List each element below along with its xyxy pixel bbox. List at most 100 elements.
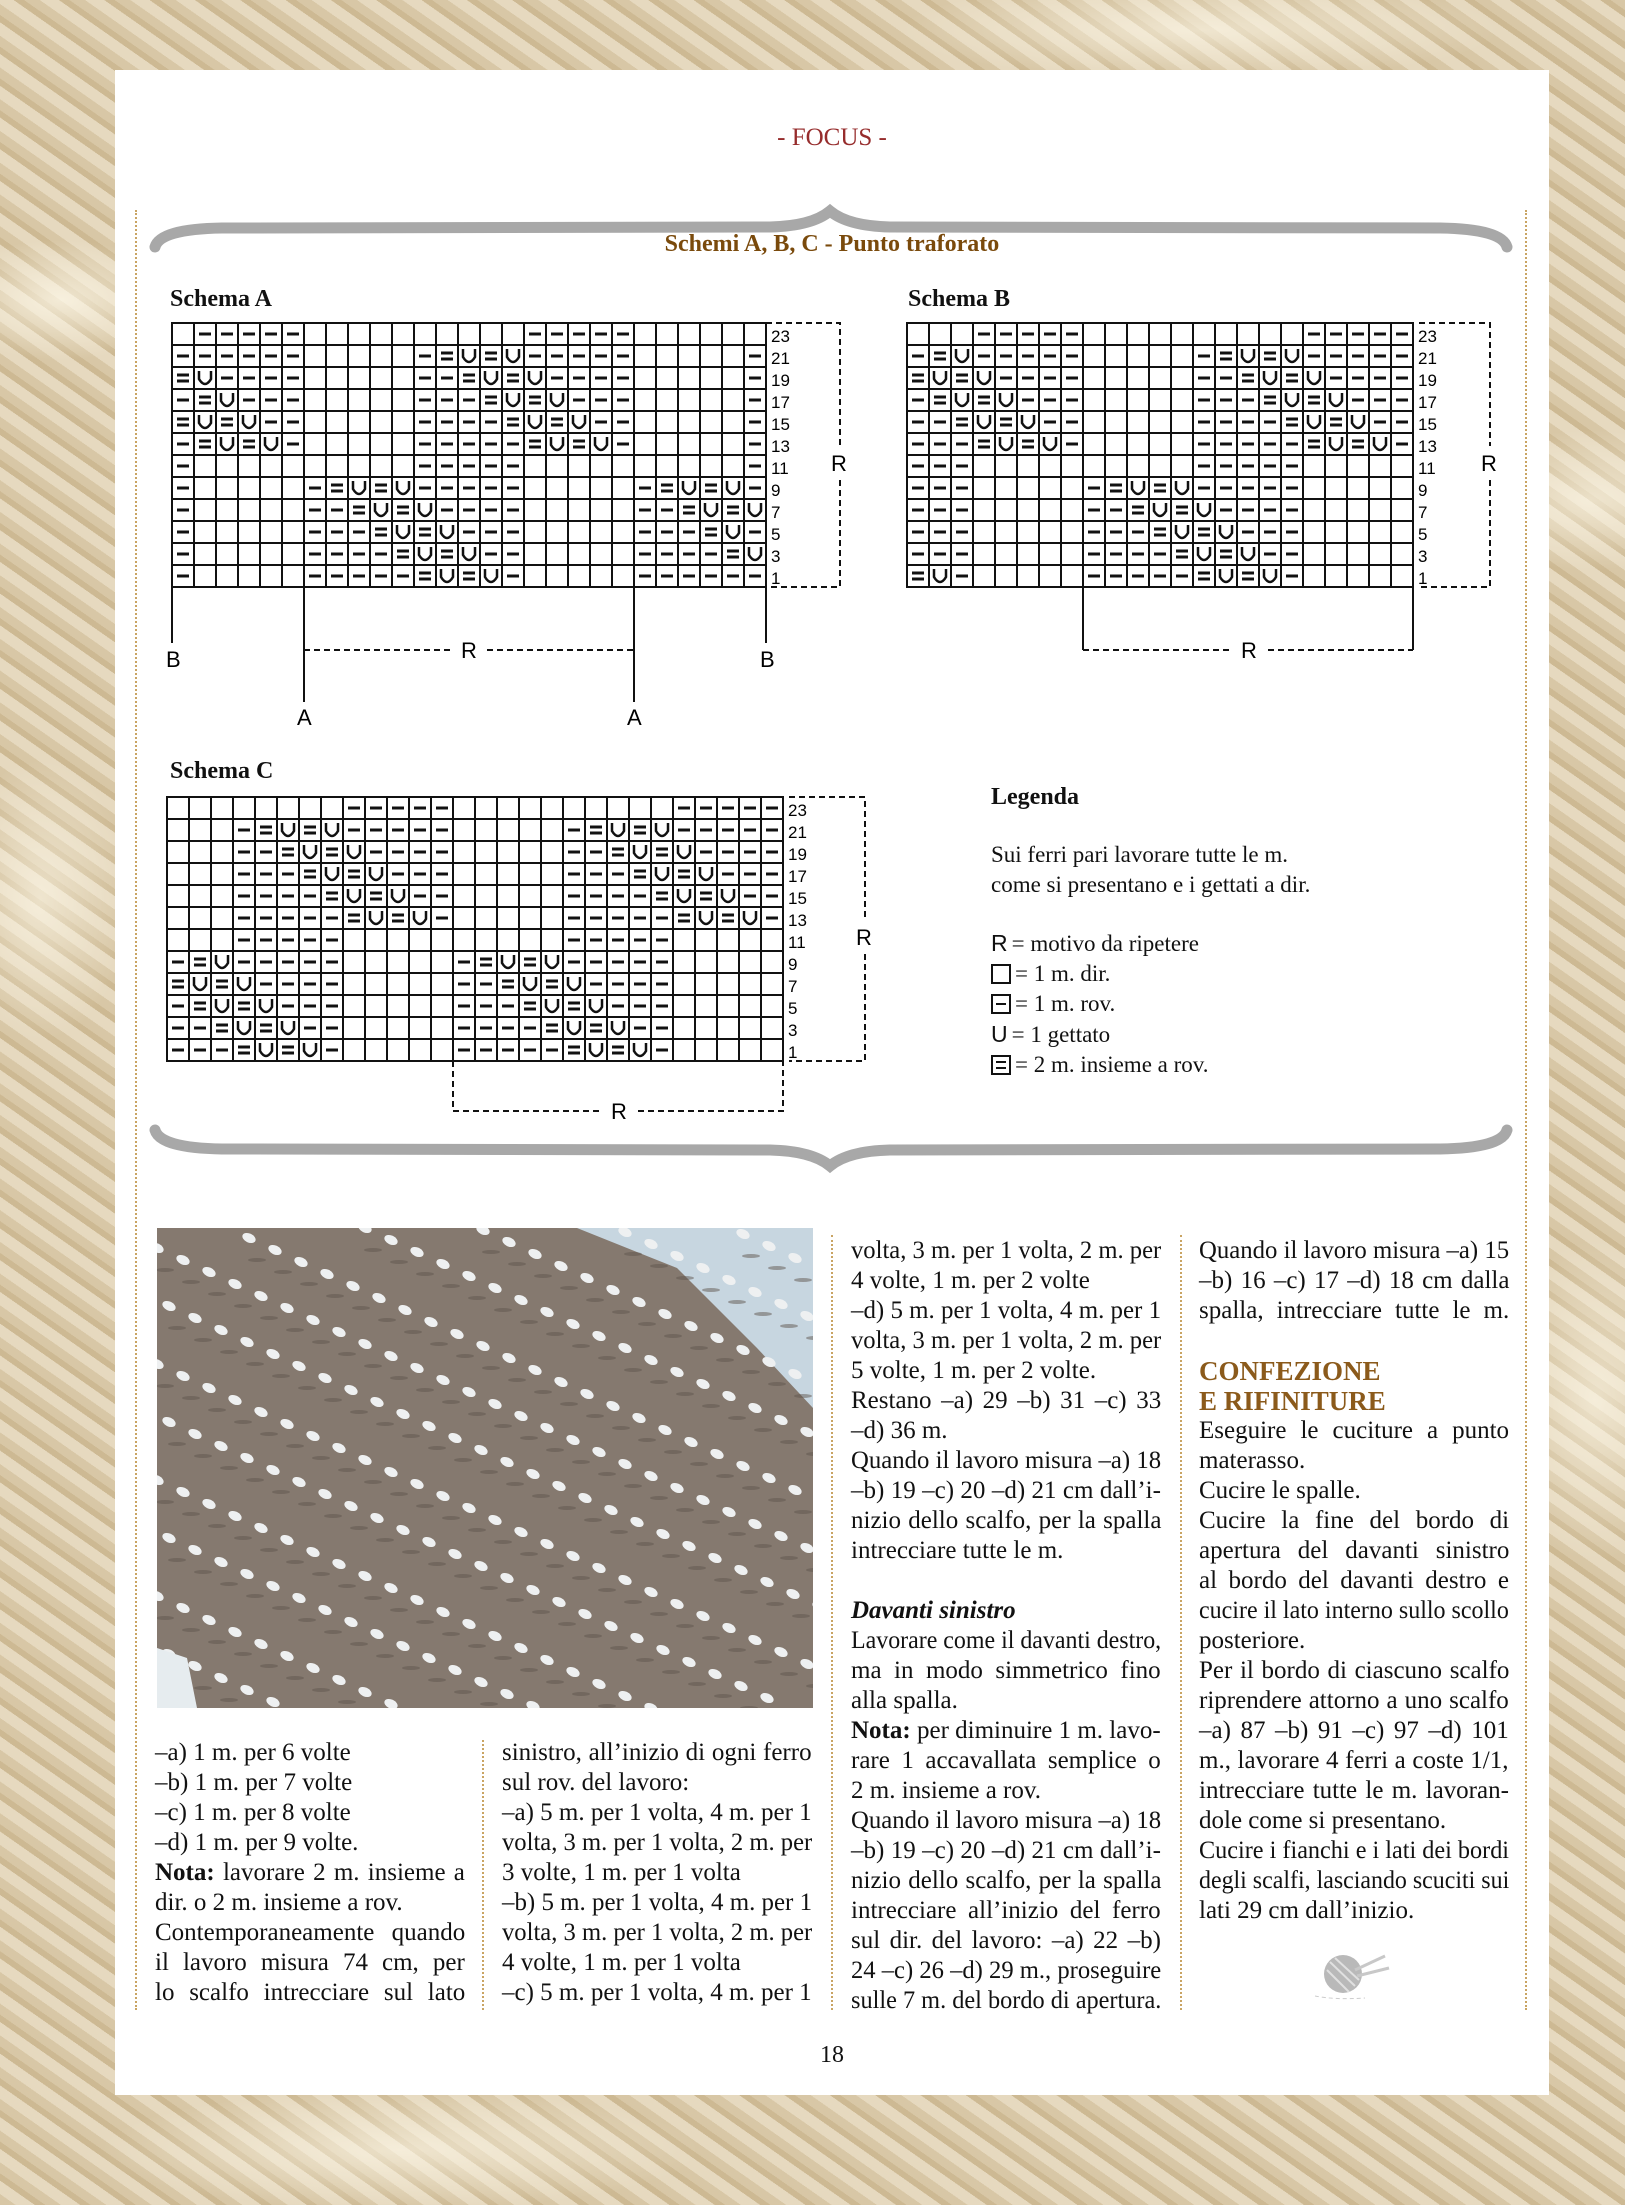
lace-hole xyxy=(632,1296,646,1308)
yarn-over-cell xyxy=(545,432,569,456)
purl-cell xyxy=(479,476,503,500)
purl-cell xyxy=(232,950,256,974)
lace-hole xyxy=(162,1300,176,1312)
purl-cell xyxy=(303,542,327,566)
note-lead: Nota: xyxy=(851,1717,911,1744)
lace-hole xyxy=(734,1680,748,1692)
knit-cell xyxy=(474,818,498,842)
repeat-label: R xyxy=(1481,451,1497,476)
knit-cell xyxy=(589,542,613,566)
knit-texture xyxy=(442,1284,460,1288)
chart-row: 21 xyxy=(171,344,790,368)
knit-cell xyxy=(672,1038,696,1062)
lace-hole xyxy=(344,1384,358,1396)
paragraph: Quando il lavoro misura –a) 18 –b) 19 –c)… xyxy=(851,1446,1161,1566)
knit-cell xyxy=(655,410,679,434)
knit-texture xyxy=(364,1596,382,1600)
knit-texture xyxy=(586,1414,604,1418)
knit-cell xyxy=(672,928,696,952)
purl-cell xyxy=(1390,432,1414,456)
knit-texture xyxy=(740,1590,758,1594)
lace-hole xyxy=(696,1610,710,1622)
purl-cell xyxy=(540,1038,564,1062)
lace-hole xyxy=(488,1514,502,1526)
knit-cell xyxy=(474,906,498,930)
knit-cell xyxy=(452,862,476,886)
knit-cell xyxy=(589,520,613,544)
lace-hole xyxy=(157,1358,164,1370)
knit-cell xyxy=(972,498,996,522)
text-line-content: nizio dello scalfo, per la spalla xyxy=(851,1866,1161,1896)
lace-hole xyxy=(592,1562,606,1574)
section-heading: CONFEZIONE E RIFINITURE xyxy=(1199,1356,1509,1416)
knit-cell xyxy=(589,564,613,588)
text-line-content: 3 volte, 1 m. per 1 volta xyxy=(502,1858,741,1888)
lace-hole xyxy=(736,1460,750,1472)
knit-texture xyxy=(728,1300,746,1304)
purl-cell xyxy=(276,928,300,952)
knit-cell xyxy=(364,1038,388,1062)
purl-cell xyxy=(171,454,195,478)
line-text: posteriore. xyxy=(1199,1627,1306,1654)
knit-texture xyxy=(506,1482,524,1486)
yarn-over-cell xyxy=(972,366,996,390)
yarn-over-cell xyxy=(215,432,239,456)
yarn-over-cell xyxy=(1236,542,1260,566)
legend-item-purl: = 1 m. rov. xyxy=(991,989,1310,1019)
knit-cell xyxy=(259,476,283,500)
yarn-over-cell xyxy=(743,542,767,566)
chart-row: 9 xyxy=(166,950,797,974)
lace-hole xyxy=(254,1638,268,1650)
knit-texture xyxy=(220,1350,238,1354)
line-text: –b) 19 –c) 20 –d) 21 cm dall’i- xyxy=(851,1477,1161,1504)
row-number: 17 xyxy=(1418,393,1437,412)
double-dash-square-icon xyxy=(991,1055,1011,1075)
text-line-content: intrecciare tutte le m. xyxy=(851,1536,1063,1566)
knit-cell xyxy=(369,366,393,390)
purl-cell xyxy=(1280,564,1304,588)
lace-hole xyxy=(176,1486,190,1498)
lace-hole xyxy=(526,1468,540,1480)
knit-texture xyxy=(716,1474,734,1478)
legend-item-text: = 1 m. dir. xyxy=(1015,961,1111,986)
knit-cell xyxy=(281,542,305,566)
line-text: spalla, intrecciare tutte le m. xyxy=(1199,1297,1510,1324)
lace-hole xyxy=(760,1576,774,1588)
purl-cell xyxy=(672,818,696,842)
lace-hole xyxy=(580,1388,594,1400)
knit-cell xyxy=(540,818,564,842)
purl-cell xyxy=(1368,410,1392,434)
yarn-over-cell xyxy=(479,366,503,390)
text-line: Cucire le spalle. xyxy=(1199,1476,1509,1506)
chart-row: 1 xyxy=(171,564,780,588)
p2tog-cell xyxy=(650,840,674,864)
yarn-over-cell xyxy=(716,884,740,908)
line-text: 4 volte, 1 m. per 2 volte xyxy=(851,1267,1090,1294)
knit-texture xyxy=(768,1498,786,1502)
text-line-content: cucire il lato interno sullo scollo xyxy=(1199,1596,1509,1626)
purl-cell xyxy=(1038,410,1062,434)
purl-cell xyxy=(567,344,591,368)
p2tog-cell xyxy=(1148,520,1172,544)
knit-cell xyxy=(386,972,410,996)
line-text: sul rov. del lavoro: xyxy=(502,1769,690,1796)
text-line-content: lo scalfo intrecciare sul lato xyxy=(155,1978,465,2008)
purl-cell xyxy=(1368,344,1392,368)
knit-cell xyxy=(215,476,239,500)
knit-cell xyxy=(972,476,996,500)
paragraph: Cucire le spalle. xyxy=(1199,1476,1509,1506)
purl-cell xyxy=(166,1016,190,1040)
chart-row: 17 xyxy=(171,388,790,412)
text-line: il lavoro misura 74 cm, per xyxy=(155,1948,465,1978)
lace-hole xyxy=(332,1442,346,1454)
knit-texture xyxy=(508,1378,526,1382)
repeat-bracket xyxy=(1083,322,1491,651)
lace-hole xyxy=(526,1584,540,1596)
purl-cell xyxy=(567,322,591,346)
knit-texture xyxy=(638,1438,656,1442)
yarn-over-cell xyxy=(950,388,974,412)
p2tog-cell xyxy=(188,994,212,1018)
knit-cell xyxy=(496,884,520,908)
knit-cell xyxy=(1082,410,1106,434)
